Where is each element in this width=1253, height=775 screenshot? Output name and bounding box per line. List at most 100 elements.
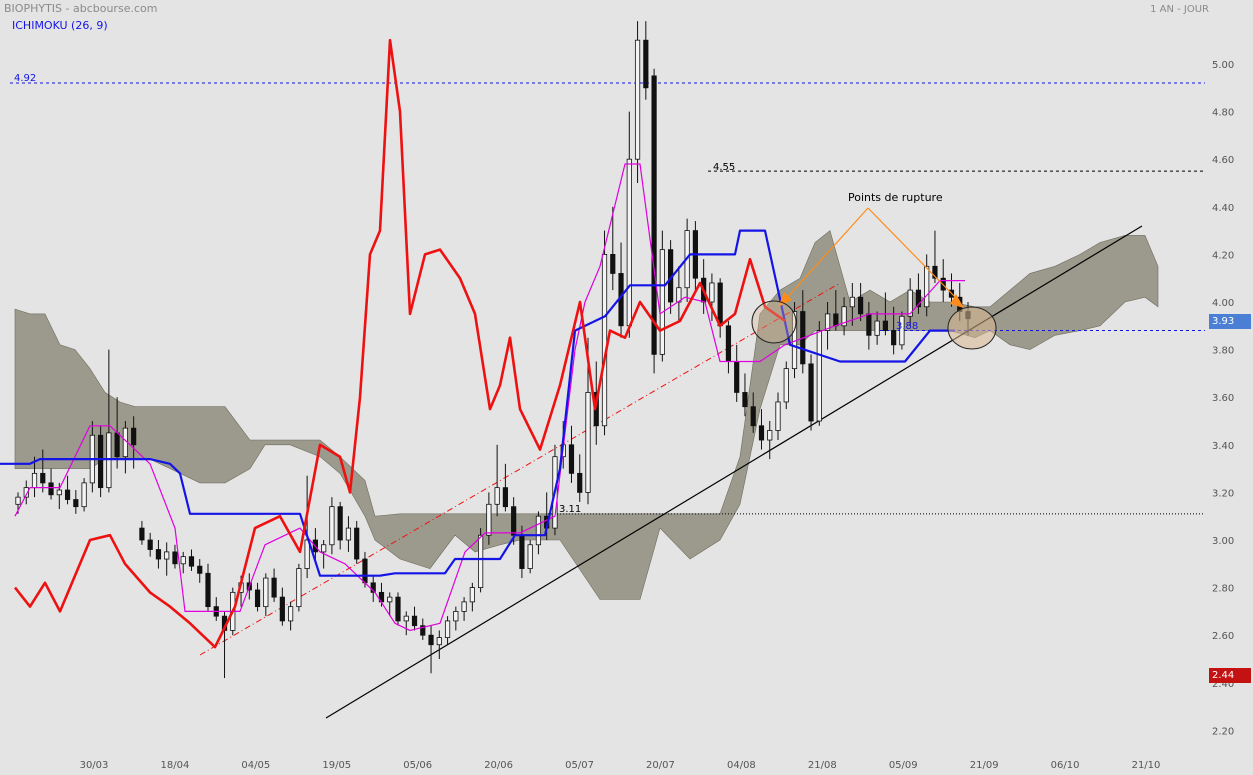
x-tick-label: 21/08 — [808, 760, 837, 771]
indicator-label: ICHIMOKU (26, 9) — [12, 19, 108, 32]
candle — [725, 321, 732, 374]
candle — [841, 297, 847, 336]
candle — [106, 349, 112, 493]
candle — [81, 478, 87, 512]
candle — [172, 544, 178, 569]
rupture-arrow-left — [784, 207, 869, 301]
candle-body — [164, 551, 170, 560]
candle — [651, 68, 657, 374]
candle — [329, 497, 335, 555]
candle-body — [725, 325, 732, 362]
candle-body — [833, 313, 839, 327]
candle — [403, 611, 409, 636]
candle-body — [254, 589, 261, 608]
candle — [428, 625, 434, 674]
candle — [271, 568, 277, 602]
candle — [924, 254, 930, 317]
y-tick-label: 4.00 — [1212, 298, 1234, 309]
candle — [849, 282, 855, 326]
candle-body — [866, 313, 872, 336]
x-tick-label: 20/07 — [646, 760, 675, 771]
y-tick-label: 2.60 — [1212, 631, 1234, 642]
candle-body — [428, 634, 434, 646]
candle-body — [527, 544, 533, 569]
candle-body — [197, 565, 203, 574]
candle — [874, 311, 880, 345]
low-price-badge: 2.44 — [1209, 668, 1251, 683]
tenkan-sen-line — [14, 163, 965, 632]
level-label-311: 3.11 — [559, 504, 582, 515]
candle — [527, 540, 533, 574]
candle — [122, 421, 128, 474]
rupture-arrowhead-left — [778, 292, 792, 307]
y-tick-label: 3.80 — [1212, 346, 1234, 357]
candle-body — [924, 265, 930, 308]
candle — [155, 540, 162, 569]
candle-body — [882, 320, 888, 331]
candle — [643, 21, 649, 100]
last-price-badge: 3.93 — [1209, 314, 1251, 329]
candle — [263, 573, 269, 617]
candle-body — [577, 472, 583, 493]
candle-body — [131, 427, 137, 446]
candle-body — [610, 253, 616, 274]
candle-body — [337, 506, 343, 541]
candle-body — [486, 503, 492, 536]
candle-body — [403, 615, 409, 622]
candle-body — [808, 363, 814, 422]
candle-body — [288, 606, 294, 622]
candle-body — [345, 527, 352, 541]
candle-body — [205, 572, 211, 608]
candle — [577, 454, 583, 502]
candle — [502, 463, 508, 512]
candle-body — [775, 401, 781, 431]
rupture-arrowhead-right — [950, 294, 964, 308]
x-tick-label: 06/10 — [1051, 760, 1080, 771]
candle — [891, 306, 897, 355]
y-tick-label: 4.20 — [1212, 250, 1234, 261]
candle — [411, 606, 418, 631]
candle — [48, 468, 54, 500]
candle — [742, 373, 748, 417]
period-label[interactable]: 1 AN - JOUR — [1150, 4, 1209, 15]
candle — [808, 354, 814, 431]
candle-body — [420, 625, 426, 636]
rupture-circle-1 — [751, 300, 797, 344]
x-tick-label: 20/06 — [484, 760, 513, 771]
candle-body — [907, 289, 913, 317]
candle — [775, 392, 781, 441]
candle — [783, 361, 789, 410]
support-trendline — [325, 225, 1143, 719]
candle — [461, 597, 467, 621]
candle-body — [469, 587, 475, 603]
x-tick-label: 05/07 — [565, 760, 594, 771]
x-tick-label: 19/05 — [322, 760, 351, 771]
candle-body — [519, 534, 525, 569]
x-tick-label: 05/06 — [403, 760, 432, 771]
candle — [535, 511, 542, 555]
candle-body — [354, 527, 360, 560]
candle — [40, 449, 46, 493]
candle — [494, 444, 500, 517]
level-label-455: 4.55 — [713, 162, 736, 173]
candle-body — [643, 39, 649, 89]
candle-body — [874, 320, 880, 336]
candle — [634, 21, 641, 183]
candle-body — [387, 596, 393, 603]
candle-body — [263, 577, 269, 608]
candle-body — [767, 430, 773, 441]
candle — [213, 597, 219, 621]
candle — [288, 601, 294, 631]
candle — [676, 266, 682, 322]
x-tick-label: 21/10 — [1132, 760, 1161, 771]
candle-body — [81, 482, 87, 508]
x-tick-label: 18/04 — [161, 760, 190, 771]
chikou-span-line — [13, 38, 786, 649]
candle-body — [395, 596, 401, 622]
chart-title: BIOPHYTIS - abcbourse.com — [4, 2, 158, 15]
candle — [23, 480, 29, 505]
candle-body — [155, 549, 162, 560]
candle-body — [180, 556, 186, 565]
candle — [395, 592, 401, 626]
